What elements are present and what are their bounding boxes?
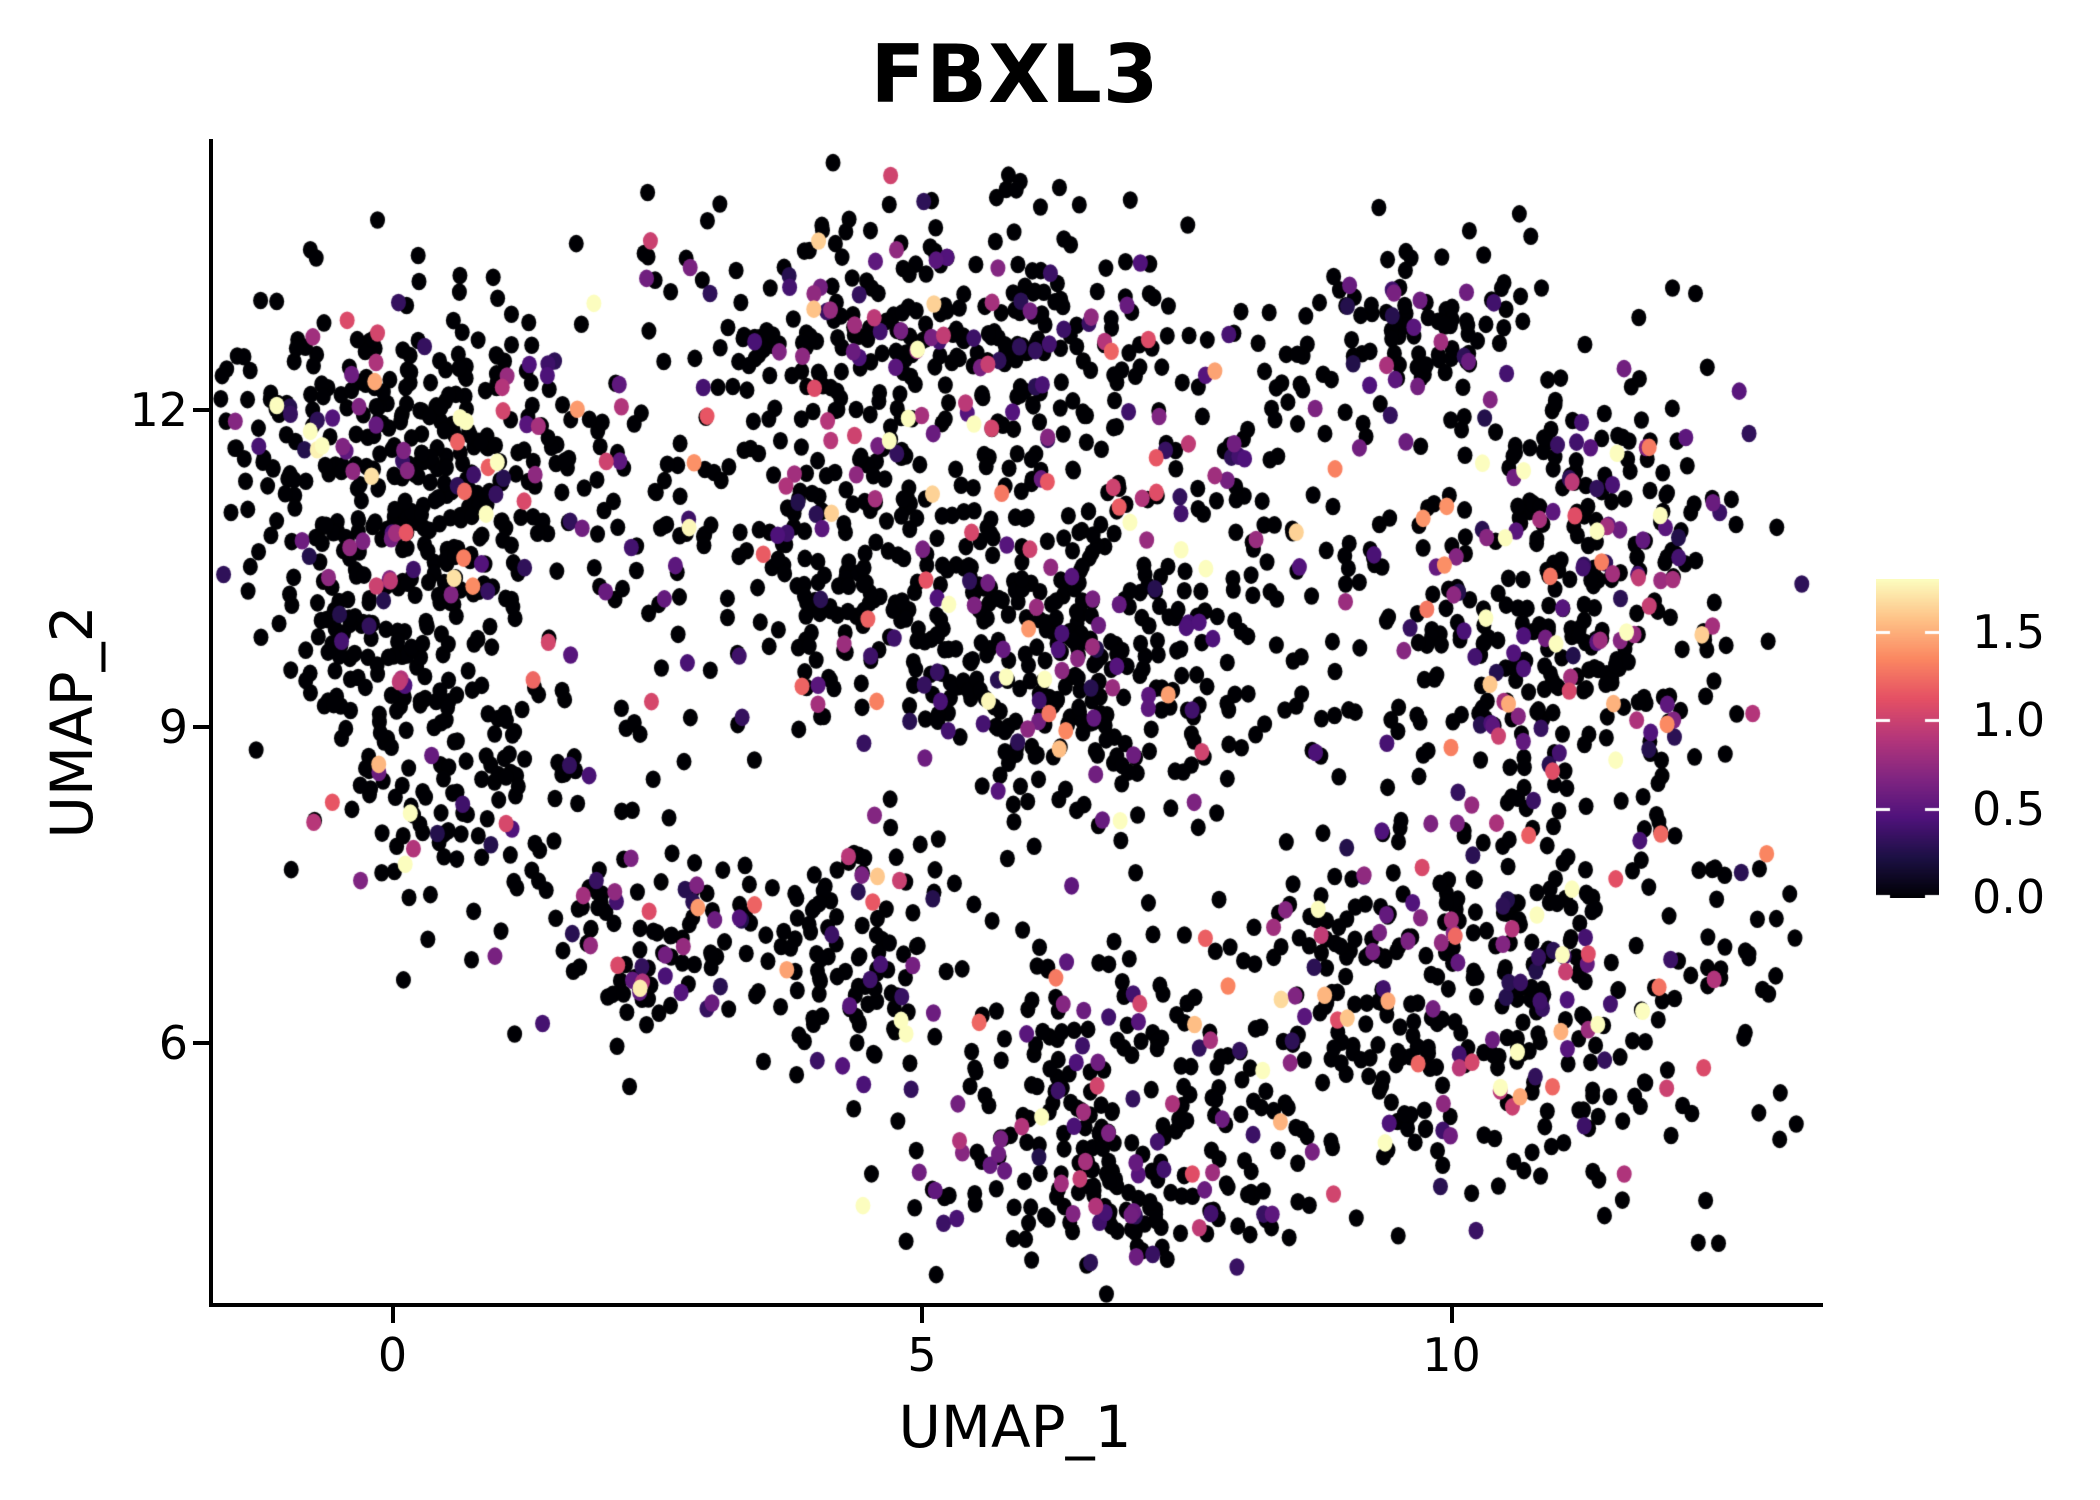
- x-tick-label: 10: [1422, 1328, 1481, 1382]
- x-tick-label: 5: [907, 1328, 937, 1382]
- y-tick-mark: [193, 724, 209, 729]
- x-tick-mark: [1449, 1307, 1454, 1323]
- colorbar-gradient: [1876, 579, 1939, 898]
- colorbar-tick-label: 0.5: [1972, 781, 2046, 836]
- x-axis-title: UMAP_1: [898, 1393, 1132, 1461]
- x-tick-mark: [920, 1307, 925, 1323]
- y-tick-mark: [193, 408, 209, 413]
- y-tick-mark: [193, 1041, 209, 1046]
- y-tick-label: 12: [129, 383, 188, 438]
- x-tick-mark: [390, 1307, 395, 1323]
- y-tick-label: 9: [158, 699, 188, 754]
- x-axis-line: [209, 1303, 1823, 1307]
- colorbar-tick-label: 1.0: [1972, 693, 2046, 748]
- colorbar-tick-label: 0.0: [1972, 870, 2046, 924]
- x-tick-label: 0: [377, 1328, 408, 1382]
- y-tick-label: 6: [158, 1016, 188, 1071]
- y-axis-line: [209, 139, 213, 1307]
- plot-title: FBXL3: [870, 28, 1160, 121]
- colorbar-tick-label: 1.5: [1972, 605, 2046, 659]
